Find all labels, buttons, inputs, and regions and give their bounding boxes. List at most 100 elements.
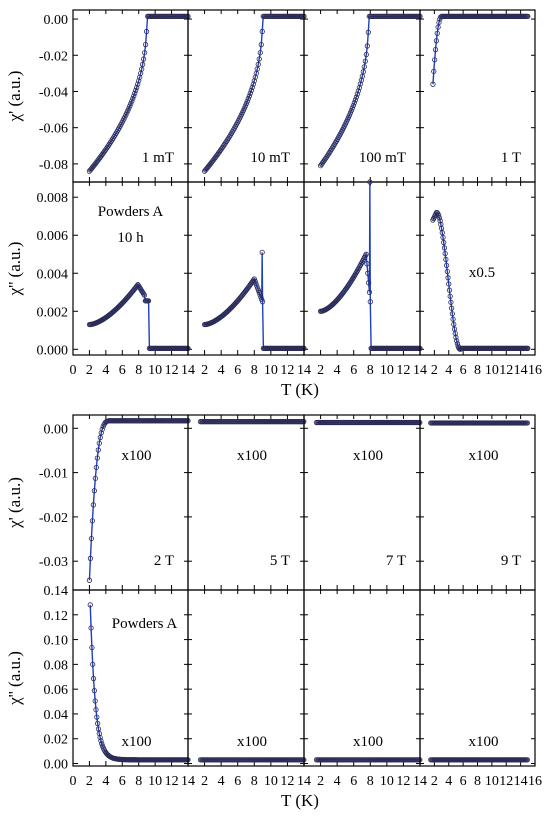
y-tick-label: -0.03 [39, 555, 68, 570]
data-point [434, 30, 440, 36]
x-tick-label: 14 [514, 363, 528, 378]
data-point [525, 345, 531, 351]
y-tick-label: -0.04 [39, 85, 68, 100]
x-tick-label: 8 [367, 363, 374, 378]
data-point [142, 50, 148, 56]
data-point [92, 698, 98, 704]
x-tick-label: 10 [148, 774, 162, 789]
data-point [255, 285, 261, 291]
x-tick-label: 4 [334, 774, 341, 789]
data-point [436, 215, 443, 221]
data-point [130, 96, 136, 102]
data-point [139, 66, 145, 72]
scale-label: x100 [469, 448, 499, 464]
data-point [245, 96, 251, 102]
data-point [99, 426, 105, 432]
sample-label: Powders A [112, 616, 178, 632]
data-point [363, 51, 369, 58]
y-tick-label: 0.04 [44, 708, 69, 723]
data-point [355, 88, 361, 94]
x-tick-label: 12 [165, 774, 179, 789]
data-point [365, 29, 371, 35]
data-point [442, 250, 448, 257]
data-point [441, 239, 447, 246]
data-point [432, 47, 439, 53]
x-axis-label: T (K) [281, 791, 319, 810]
data-point [366, 289, 373, 295]
y-tick-label: 0.00 [44, 758, 69, 773]
data-point [436, 19, 442, 26]
data-point [444, 268, 450, 275]
data-point [90, 502, 96, 508]
x-tick-label: 2 [201, 363, 208, 378]
data-point [447, 293, 453, 299]
x-tick-label: 8 [474, 774, 481, 789]
x-tick-label: 14 [181, 363, 195, 378]
x-tick-label: 8 [135, 774, 142, 789]
data-point [133, 87, 139, 93]
data-point [89, 644, 95, 651]
data-point [243, 101, 249, 107]
field-label: 1 T [501, 150, 521, 166]
y-tick-label: -0.08 [39, 158, 68, 173]
data-point [254, 283, 260, 289]
x-tick-label: 14 [297, 363, 311, 378]
data-point [94, 714, 100, 720]
field-label: 5 T [270, 553, 290, 569]
data-point [87, 602, 93, 608]
data-point [98, 738, 104, 744]
x-tick-label: 12 [396, 774, 410, 789]
data-point [247, 90, 253, 96]
data-point [136, 283, 142, 289]
data-point [96, 440, 102, 446]
y-tick-label: 0.008 [37, 191, 69, 206]
data-point [357, 81, 363, 87]
data-point [346, 112, 353, 118]
field-label: 2 T [154, 553, 174, 569]
y-axis-label: χ' (a.u.) [5, 477, 24, 529]
scale-label: x100 [122, 734, 152, 750]
data-point [439, 230, 445, 236]
data-point [430, 81, 436, 87]
data-point [258, 42, 264, 48]
data-point [144, 28, 150, 35]
data-point [353, 94, 359, 100]
y-tick-label: 0.14 [44, 584, 69, 599]
data-point [454, 338, 460, 344]
x-tick-label: 14 [413, 774, 427, 789]
data-point [141, 292, 148, 298]
data-point [251, 276, 257, 282]
data-point [95, 720, 101, 727]
data-point [525, 13, 531, 19]
data-point [97, 734, 103, 741]
x-tick-label: 12 [280, 774, 294, 789]
data-point [131, 93, 137, 99]
y-tick-label: 0.06 [44, 683, 69, 698]
x-tick-label: 10 [485, 363, 499, 378]
x-tick-label: 4 [218, 774, 225, 789]
data-point [434, 210, 440, 216]
data-point [254, 66, 260, 72]
x-tick-label: 4 [445, 363, 452, 378]
data-point [524, 420, 530, 426]
series-line [204, 252, 304, 350]
data-point [134, 84, 140, 90]
data-point [450, 316, 456, 322]
sample-sublabel: 10 h [117, 230, 144, 246]
data-point [351, 100, 357, 106]
x-tick-label: 10 [380, 363, 394, 378]
x-tick-label: 0 [70, 363, 77, 378]
field-label: 9 T [501, 553, 521, 569]
data-point [252, 278, 258, 284]
y-tick-label: 0.12 [44, 609, 69, 624]
series-line [320, 181, 420, 350]
data-point [446, 287, 453, 293]
scale-label: x100 [237, 734, 267, 750]
x-tick-label: 0 [70, 774, 77, 789]
data-point [244, 98, 250, 104]
scale-label: x100 [353, 734, 383, 750]
data-point [443, 256, 449, 263]
x-tick-label: 14 [297, 774, 311, 789]
data-point [135, 81, 141, 87]
x-axis-label: T (K) [281, 380, 319, 399]
